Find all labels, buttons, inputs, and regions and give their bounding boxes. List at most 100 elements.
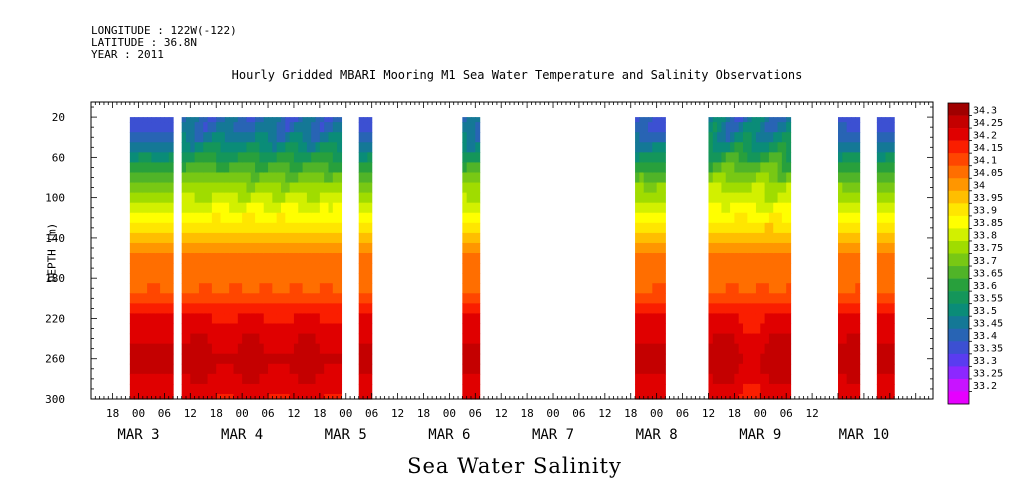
data-cell xyxy=(298,122,304,133)
data-cell xyxy=(203,363,209,375)
data-cell xyxy=(708,273,714,284)
data-cell xyxy=(885,363,891,375)
data-cell xyxy=(276,263,282,274)
data-cell xyxy=(367,293,373,304)
data-cell xyxy=(268,212,273,224)
data-cell xyxy=(216,383,222,395)
data-cell xyxy=(280,182,286,194)
data-cell xyxy=(203,293,209,304)
data-cell xyxy=(768,343,774,355)
data-cell xyxy=(185,303,191,315)
data-cell xyxy=(643,172,649,184)
data-cell xyxy=(712,263,718,274)
data-cell xyxy=(237,202,243,214)
x-date-label: MAR 9 xyxy=(739,427,781,443)
data-cell xyxy=(311,172,317,184)
data-cell xyxy=(134,353,140,365)
data-cell xyxy=(751,182,757,194)
data-cell xyxy=(764,182,770,194)
data-cell xyxy=(216,393,222,400)
data-cell xyxy=(363,253,368,264)
data-cell xyxy=(328,323,334,335)
data-cell xyxy=(194,242,200,254)
data-cell xyxy=(773,333,779,345)
data-cell xyxy=(786,383,792,395)
data-cell xyxy=(717,363,723,375)
data-cell xyxy=(324,353,330,365)
data-cell xyxy=(255,343,260,355)
data-cell xyxy=(773,253,779,264)
data-cell xyxy=(190,323,196,335)
colorbar-swatch xyxy=(948,391,969,405)
data-cell xyxy=(242,263,248,274)
data-cell xyxy=(332,353,338,365)
data-cell xyxy=(751,343,757,355)
data-cell xyxy=(760,152,766,164)
data-cell xyxy=(306,363,312,375)
data-cell xyxy=(838,192,843,204)
data-cell xyxy=(298,303,304,315)
data-cell xyxy=(889,117,895,123)
data-cell xyxy=(363,373,368,385)
data-cell xyxy=(147,343,153,355)
data-cell xyxy=(885,232,891,244)
data-cell xyxy=(717,212,723,224)
data-cell xyxy=(155,232,161,244)
data-cell xyxy=(363,363,368,375)
data-cell xyxy=(462,283,468,294)
data-cell xyxy=(738,172,744,184)
data-cell xyxy=(298,162,304,174)
data-cell xyxy=(160,283,166,294)
data-cell xyxy=(712,393,718,400)
data-cell xyxy=(160,313,166,325)
data-cell xyxy=(842,232,848,244)
data-cell xyxy=(155,242,161,254)
data-cell xyxy=(233,132,239,143)
data-cell xyxy=(207,212,213,224)
data-cell xyxy=(263,363,269,375)
data-cell xyxy=(190,182,196,194)
data-cell xyxy=(190,373,196,385)
data-cell xyxy=(764,283,770,294)
data-cell xyxy=(881,182,887,194)
data-cell xyxy=(643,383,649,395)
x-tick-label: 06 xyxy=(261,407,274,420)
data-cell xyxy=(328,353,334,365)
data-cell xyxy=(842,303,848,315)
data-cell xyxy=(462,222,468,234)
data-cell xyxy=(738,263,744,274)
data-cell xyxy=(773,373,779,385)
data-cell xyxy=(656,353,662,365)
data-cell xyxy=(220,383,226,395)
data-cell xyxy=(721,353,727,365)
data-cell xyxy=(781,212,787,224)
data-cell xyxy=(764,323,770,335)
data-cell xyxy=(876,132,882,143)
data-cell xyxy=(276,152,282,164)
colorbar-swatch xyxy=(948,316,969,330)
data-cell xyxy=(764,303,770,315)
data-cell xyxy=(786,283,792,294)
data-cell xyxy=(358,162,364,174)
data-cell xyxy=(229,192,235,204)
data-cell xyxy=(224,242,230,254)
data-cell xyxy=(751,202,757,214)
data-cell xyxy=(855,142,861,153)
data-cell xyxy=(846,283,852,294)
data-cell xyxy=(855,253,861,264)
data-cell xyxy=(276,343,282,355)
data-cell xyxy=(198,162,204,174)
data-cell xyxy=(211,212,217,224)
data-cell xyxy=(337,283,343,294)
data-cell xyxy=(272,273,278,284)
data-cell xyxy=(656,162,662,174)
data-cell xyxy=(211,132,217,143)
year-text: YEAR : 2011 xyxy=(91,48,164,61)
data-cell xyxy=(721,343,727,355)
data-cell xyxy=(332,273,338,284)
data-cell xyxy=(306,373,312,385)
data-cell xyxy=(786,132,792,143)
data-cell xyxy=(168,333,174,345)
data-cell xyxy=(648,162,653,174)
data-cell xyxy=(717,303,723,315)
